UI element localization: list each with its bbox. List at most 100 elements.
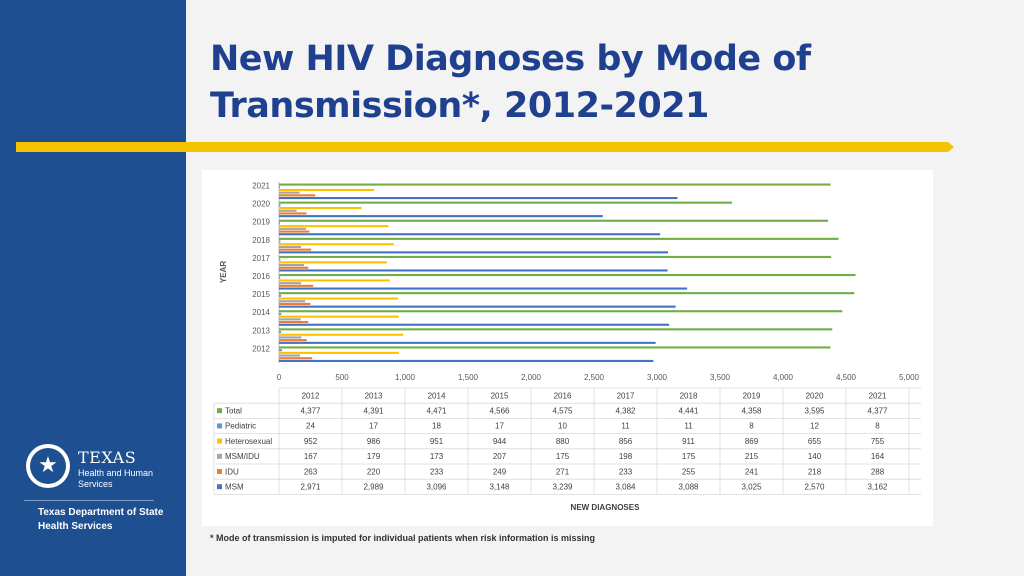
table-cell-msm-2021: 3,162 [867, 483, 888, 492]
bar-msm-idu-2020 [279, 209, 297, 212]
y-tick-label-2020: 2020 [252, 200, 270, 209]
table-cell-heterosexual-2014: 951 [430, 437, 444, 446]
table-cell-heterosexual-2017: 856 [619, 437, 633, 446]
bar-idu-2018 [279, 248, 312, 251]
legend-label-msm: MSM [225, 483, 244, 492]
bar-msm-idu-2015 [279, 300, 306, 303]
hiv-diagnoses-chart: 2012 2013 2014 2015 2016 2017 2018 2019 2020 2021… [213, 182, 921, 512]
x-axis-title: NEW DIAGNOSES [571, 503, 641, 512]
bar-idu-2016 [279, 284, 314, 287]
bar-msm-2015 [279, 305, 676, 308]
legend-key-pediatric [217, 423, 222, 429]
table-cell-idu-2020: 218 [808, 467, 822, 476]
table-header-2019: 2019 [743, 392, 761, 401]
table-cell-msm-idu-2017: 198 [619, 452, 633, 461]
bar-total-2020 [279, 201, 732, 204]
table-cell-total-2021: 4,377 [867, 407, 888, 416]
y-tick-label-2013: 2013 [252, 326, 270, 335]
logo-hhs-line1: Health and Human [78, 468, 154, 478]
x-tick-label-3500: 3,500 [710, 373, 731, 382]
table-header-2015: 2015 [491, 392, 509, 401]
table-cell-pediatric-2014: 18 [432, 422, 441, 431]
table-cell-heterosexual-2020: 655 [808, 437, 822, 446]
title-underline-arrow [948, 142, 954, 152]
bar-heterosexual-2021 [279, 188, 375, 191]
table-cell-idu-2021: 288 [871, 467, 885, 476]
bar-idu-2014 [279, 321, 309, 324]
table-cell-total-2015: 4,566 [489, 407, 510, 416]
table-header-2017: 2017 [617, 392, 635, 401]
x-tick-label-4000: 4,000 [773, 373, 794, 382]
bar-heterosexual-2015 [279, 297, 398, 300]
y-tick-label-2014: 2014 [252, 308, 270, 317]
bar-heterosexual-2017 [279, 261, 387, 264]
bar-idu-2015 [279, 302, 311, 305]
table-cell-msm-2015: 3,148 [489, 483, 510, 492]
bar-msm-idu-2013 [279, 336, 302, 339]
chart-panel: 2012 2013 2014 2015 2016 2017 2018 2019 2020 2021… [202, 170, 933, 526]
bar-msm-2012 [279, 359, 654, 362]
table-cell-heterosexual-2012: 952 [304, 437, 318, 446]
bar-msm-2017 [279, 269, 668, 272]
table-cell-msm-idu-2018: 175 [682, 452, 696, 461]
bar-msm-idu-2019 [279, 227, 307, 230]
x-tick-label-2500: 2,500 [584, 373, 605, 382]
bar-heterosexual-2014 [279, 315, 399, 318]
table-cell-msm-idu-2015: 207 [493, 452, 507, 461]
x-tick-label-3000: 3,000 [647, 373, 668, 382]
bar-pediatric-2021 [279, 186, 281, 189]
table-cell-pediatric-2019: 8 [749, 422, 754, 431]
page-title: New HIV Diagnoses by Mode of Transmissio… [210, 39, 811, 126]
bar-pediatric-2019 [279, 222, 281, 225]
bar-heterosexual-2020 [279, 207, 362, 210]
title-underline-bar [16, 142, 948, 152]
table-cell-idu-2019: 241 [745, 467, 759, 476]
bar-msm-2018 [279, 251, 669, 254]
bar-total-2012 [279, 346, 831, 349]
bar-msm-idu-2012 [279, 354, 301, 357]
table-cell-idu-2013: 220 [367, 467, 381, 476]
table-cell-pediatric-2017: 11 [621, 422, 630, 431]
legend-key-total [217, 408, 222, 414]
table-cell-pediatric-2013: 17 [369, 422, 378, 431]
bar-heterosexual-2019 [279, 225, 389, 228]
table-cell-total-2013: 4,391 [363, 407, 384, 416]
sidebar-divider [24, 500, 154, 501]
bar-idu-2019 [279, 230, 310, 233]
bar-heterosexual-2013 [279, 333, 404, 336]
table-cell-msm-2012: 2,971 [300, 483, 321, 492]
legend-label-idu: IDU [225, 467, 239, 476]
bar-msm-2013 [279, 341, 656, 344]
bar-msm-2014 [279, 323, 670, 326]
table-cell-total-2020: 3,595 [804, 407, 825, 416]
bar-total-2013 [279, 328, 833, 331]
bar-pediatric-2015 [279, 294, 282, 297]
bar-total-2015 [279, 292, 855, 295]
x-tick-label-2000: 2,000 [521, 373, 542, 382]
table-cell-msm-2017: 3,084 [615, 483, 636, 492]
table-cell-msm-2013: 2,989 [363, 483, 384, 492]
y-tick-label-2019: 2019 [252, 218, 270, 227]
legend-key-msm-idu [217, 453, 222, 459]
bar-msm-idu-2016 [279, 282, 302, 285]
table-cell-heterosexual-2018: 911 [682, 437, 695, 446]
table-cell-msm-2018: 3,088 [678, 483, 699, 492]
y-axis-title: YEAR [219, 261, 228, 283]
bar-idu-2013 [279, 339, 307, 342]
table-cell-pediatric-2020: 12 [810, 422, 819, 431]
table-cell-pediatric-2021: 8 [875, 422, 880, 431]
table-cell-msm-idu-2012: 167 [304, 452, 318, 461]
table-cell-idu-2016: 271 [556, 467, 570, 476]
bar-msm-idu-2014 [279, 318, 301, 321]
bar-heterosexual-2018 [279, 243, 394, 246]
logo-hhs-line2: Services [78, 479, 113, 489]
bar-msm-2016 [279, 287, 688, 290]
table-cell-heterosexual-2021: 755 [871, 437, 885, 446]
table-header-2014: 2014 [428, 392, 446, 401]
y-tick-label-2021: 2021 [252, 182, 270, 191]
legend-label-msm-idu: MSM/IDU [225, 452, 260, 461]
bar-pediatric-2016 [279, 276, 281, 279]
bar-idu-2020 [279, 212, 307, 215]
dshs-name-line2: Health Services [38, 521, 113, 532]
table-cell-msm-idu-2020: 140 [808, 452, 822, 461]
